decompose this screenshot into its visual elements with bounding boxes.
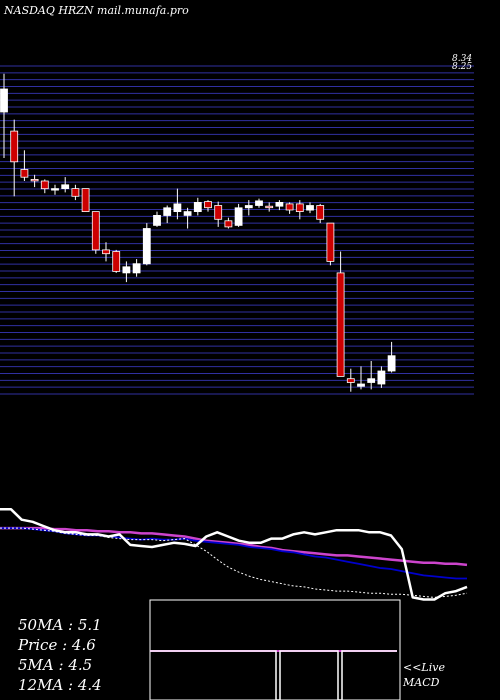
candle-up — [357, 383, 365, 387]
y-axis-ticks: 8.348.25 — [452, 54, 472, 72]
candle-up — [163, 207, 172, 216]
stat-line: Price : 4.6 — [17, 636, 96, 654]
candle-up — [173, 203, 182, 212]
candle-down — [224, 220, 233, 228]
stat-line: 12MA : 4.4 — [18, 676, 102, 694]
candlesticks — [0, 73, 396, 392]
stat-line: 5MA : 4.5 — [18, 656, 92, 674]
candle-down — [336, 272, 345, 377]
ma-mid-line — [0, 527, 467, 580]
candle-up — [61, 184, 70, 190]
candle-down — [30, 178, 39, 182]
candle-down — [91, 211, 100, 251]
ma-slow-line — [0, 526, 468, 567]
candle-down — [295, 203, 304, 212]
candle-up — [255, 200, 263, 206]
candle-up — [183, 211, 192, 216]
macd-label-line: MACD — [402, 676, 440, 689]
candle-down — [326, 222, 335, 262]
macd-label-line: <<Live — [403, 661, 445, 674]
candle-down — [346, 378, 355, 383]
candle-up — [377, 370, 386, 385]
candle-down — [81, 188, 90, 213]
candle-up — [234, 207, 243, 226]
candle-up — [244, 205, 253, 209]
candle-up — [132, 263, 141, 274]
price-line — [0, 507, 468, 601]
stat-line: 50MA : 5.1 — [18, 616, 102, 634]
candle-down — [204, 201, 212, 209]
moving-average-lines — [0, 507, 468, 601]
price-grid — [0, 65, 474, 395]
candle-up — [275, 201, 284, 207]
candle-down — [10, 130, 19, 163]
candle-up — [306, 205, 314, 211]
candle-down — [265, 205, 274, 209]
candle-down — [20, 169, 29, 178]
y-tick-label: 8.34 — [452, 54, 472, 64]
candle-down — [214, 205, 223, 220]
stats-panel: 50MA : 5.1 Price : 4.6 5MA : 4.5 12MA : 4.4 — [17, 616, 102, 694]
candle-down — [316, 205, 325, 220]
candle-up — [193, 201, 202, 212]
candle-down — [112, 251, 121, 272]
live-macd-label: <<Live MACD — [402, 661, 445, 689]
macd-signal-line — [150, 650, 397, 700]
candle-up — [0, 88, 8, 113]
y-tick-label: 8.25 — [452, 62, 472, 72]
candle-up — [122, 266, 131, 274]
candle-up — [367, 378, 376, 383]
chart-header: NASDAQ HRZN mail.munafa.pro — [3, 4, 189, 17]
candle-down — [40, 180, 49, 190]
candle-up — [153, 214, 161, 226]
macd-lines — [150, 650, 397, 700]
candle-up — [387, 355, 396, 372]
candle-down — [102, 249, 110, 255]
candle-down — [285, 203, 294, 211]
candle-down — [71, 188, 80, 197]
candle-up — [51, 188, 59, 191]
candle-up — [142, 228, 151, 265]
